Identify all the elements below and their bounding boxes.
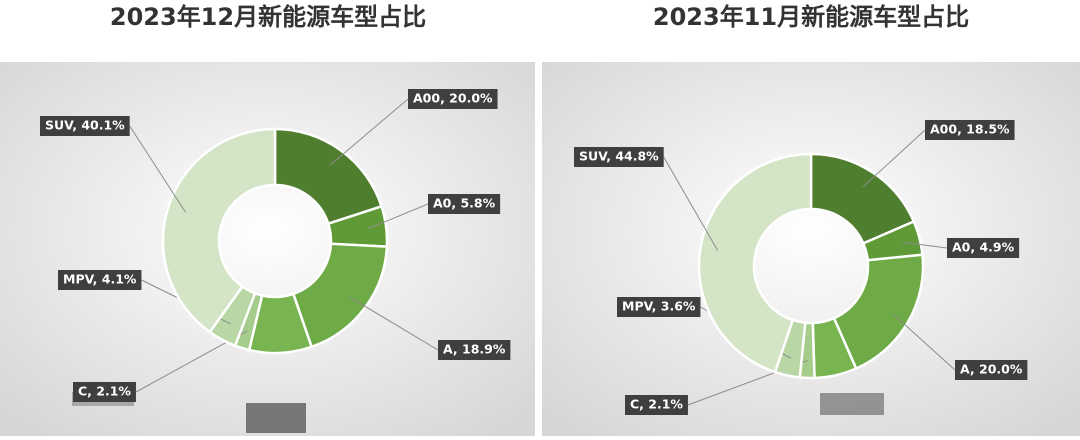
data-label: A0, 4.9% bbox=[952, 240, 1015, 255]
data-label: SUV, 40.1% bbox=[45, 118, 125, 133]
donut-slice bbox=[697, 152, 813, 374]
blur-patch bbox=[820, 393, 884, 415]
data-label: A0, 5.8% bbox=[433, 196, 496, 211]
label-box bbox=[73, 382, 136, 402]
data-label: C, 2.1% bbox=[78, 384, 131, 399]
data-label: A00, 18.5% bbox=[930, 122, 1010, 137]
leader-line bbox=[329, 98, 409, 166]
leader-line bbox=[902, 241, 948, 249]
label-box bbox=[625, 395, 688, 415]
label-box bbox=[574, 147, 664, 167]
leader-line bbox=[862, 129, 926, 188]
label-box bbox=[947, 238, 1020, 258]
chart-title: 2023年12月新能源车型占比 bbox=[110, 3, 426, 31]
donut-slice bbox=[161, 127, 277, 334]
data-label: MPV, 3.6% bbox=[622, 299, 696, 314]
leader-line bbox=[349, 297, 439, 351]
label-box bbox=[925, 120, 1015, 140]
label-box bbox=[58, 270, 142, 290]
label-box bbox=[955, 360, 1028, 380]
blur-patch bbox=[246, 403, 306, 433]
label-box bbox=[40, 116, 130, 136]
data-label: A, 20.0% bbox=[960, 362, 1023, 377]
data-label: SUV, 44.8% bbox=[579, 149, 659, 164]
data-label: A00, 20.0% bbox=[413, 91, 493, 106]
donut-slice bbox=[291, 242, 389, 349]
label-box bbox=[438, 340, 511, 360]
chart-title: 2023年11月新能源车型占比 bbox=[653, 3, 969, 31]
data-label: C, 2.1% bbox=[630, 397, 683, 412]
leader-line bbox=[663, 156, 719, 251]
data-label: A, 18.9% bbox=[443, 342, 506, 357]
leader-line bbox=[367, 203, 429, 230]
leader-line bbox=[129, 125, 186, 213]
label-box bbox=[617, 297, 701, 317]
label-box bbox=[408, 89, 498, 109]
data-label: MPV, 4.1% bbox=[63, 272, 137, 287]
label-box bbox=[428, 194, 501, 214]
leader-line bbox=[892, 313, 956, 371]
